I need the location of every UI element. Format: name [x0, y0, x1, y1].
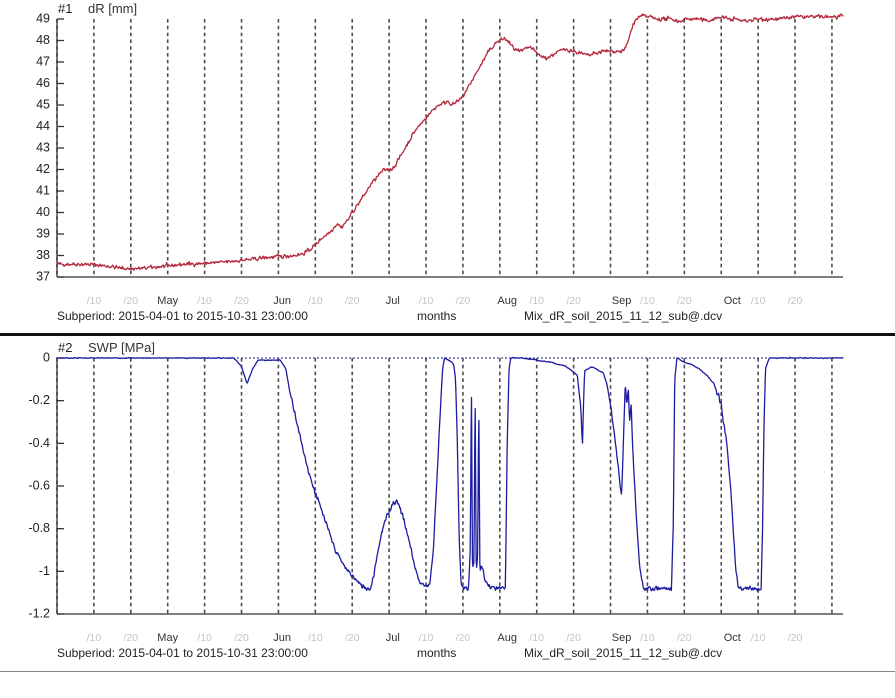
- svg-text:49: 49: [36, 12, 50, 26]
- svg-text:/20: /20: [234, 295, 249, 307]
- svg-text:44: 44: [36, 119, 50, 133]
- svg-text:/20: /20: [677, 632, 692, 644]
- svg-text:38: 38: [36, 248, 50, 262]
- svg-text:/10: /10: [197, 295, 212, 307]
- svg-text:45: 45: [36, 98, 50, 112]
- svg-text:39: 39: [36, 227, 50, 241]
- svg-text:/20: /20: [788, 632, 803, 644]
- svg-text:-1.2: -1.2: [28, 607, 50, 621]
- svg-text:Jul: Jul: [386, 632, 400, 644]
- svg-text:#2: #2: [58, 340, 72, 355]
- svg-text:Sep: Sep: [612, 295, 632, 307]
- svg-text:/10: /10: [640, 632, 655, 644]
- svg-text:Jun: Jun: [273, 632, 291, 644]
- svg-text:Oct: Oct: [724, 295, 741, 307]
- svg-text:Mix_dR_soil_2015_11_12_sub@.dc: Mix_dR_soil_2015_11_12_sub@.dcv: [524, 646, 722, 660]
- svg-text:Jul: Jul: [386, 295, 400, 307]
- svg-text:/10: /10: [751, 295, 766, 307]
- svg-text:dR [mm]: dR [mm]: [88, 1, 137, 16]
- svg-text:Aug: Aug: [497, 632, 517, 644]
- svg-text:/10: /10: [308, 295, 323, 307]
- svg-text:/20: /20: [345, 295, 360, 307]
- svg-text:Oct: Oct: [724, 632, 741, 644]
- svg-text:42: 42: [36, 162, 50, 176]
- svg-text:Subperiod: 2015-04-01 to 2015-: Subperiod: 2015-04-01 to 2015-10-31 23:0…: [57, 309, 308, 323]
- svg-text:48: 48: [36, 33, 50, 47]
- svg-text:-0.4: -0.4: [28, 436, 50, 450]
- svg-text:/20: /20: [566, 295, 581, 307]
- svg-text:47: 47: [36, 55, 50, 69]
- svg-text:/10: /10: [529, 632, 544, 644]
- svg-text:41: 41: [36, 184, 50, 198]
- svg-text:May: May: [157, 632, 178, 644]
- svg-text:-0.2: -0.2: [28, 393, 50, 407]
- svg-text:-0.8: -0.8: [28, 521, 50, 535]
- svg-text:/20: /20: [566, 632, 581, 644]
- svg-text:/20: /20: [345, 632, 360, 644]
- svg-text:/10: /10: [640, 295, 655, 307]
- svg-text:/10: /10: [87, 632, 102, 644]
- svg-text:/10: /10: [197, 632, 212, 644]
- svg-text:SWP [MPa]: SWP [MPa]: [88, 340, 155, 355]
- svg-text:months: months: [417, 646, 456, 660]
- svg-text:43: 43: [36, 141, 50, 155]
- svg-text:/20: /20: [123, 295, 138, 307]
- svg-text:months: months: [417, 309, 456, 323]
- svg-text:-0.6: -0.6: [28, 479, 50, 493]
- svg-text:/20: /20: [788, 295, 803, 307]
- svg-text:#1: #1: [58, 1, 72, 16]
- svg-text:40: 40: [36, 205, 50, 219]
- svg-text:/10: /10: [308, 632, 323, 644]
- svg-text:May: May: [157, 295, 178, 307]
- svg-text:Mix_dR_soil_2015_11_12_sub@.dc: Mix_dR_soil_2015_11_12_sub@.dcv: [524, 309, 722, 323]
- svg-text:/20: /20: [456, 632, 471, 644]
- svg-text:/20: /20: [234, 632, 249, 644]
- svg-text:/20: /20: [677, 295, 692, 307]
- svg-text:-1: -1: [39, 564, 50, 578]
- svg-text:/20: /20: [123, 632, 138, 644]
- svg-text:46: 46: [36, 76, 50, 90]
- svg-text:/20: /20: [456, 295, 471, 307]
- svg-text:/10: /10: [751, 632, 766, 644]
- svg-text:37: 37: [36, 270, 50, 284]
- svg-text:/10: /10: [419, 632, 434, 644]
- svg-text:Jun: Jun: [273, 295, 291, 307]
- svg-text:/10: /10: [87, 295, 102, 307]
- svg-text:Aug: Aug: [497, 295, 517, 307]
- svg-text:/10: /10: [529, 295, 544, 307]
- svg-text:0: 0: [43, 351, 50, 365]
- svg-text:/10: /10: [419, 295, 434, 307]
- svg-text:Sep: Sep: [612, 632, 632, 644]
- svg-text:Subperiod: 2015-04-01 to 2015-: Subperiod: 2015-04-01 to 2015-10-31 23:0…: [57, 646, 308, 660]
